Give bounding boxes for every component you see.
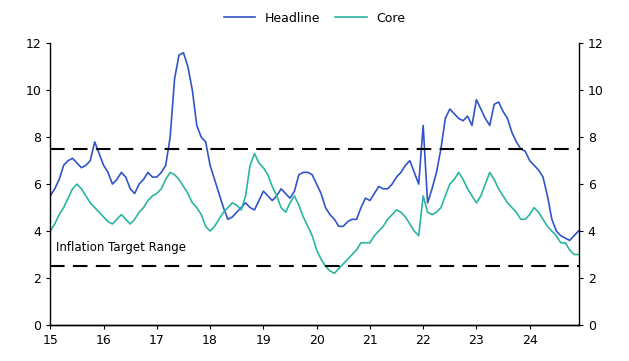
Headline — [575, 229, 582, 233]
Headline — [47, 193, 54, 198]
Headline — [415, 182, 423, 186]
Core — [420, 193, 427, 198]
Core — [47, 229, 54, 233]
Core — [189, 201, 196, 205]
Core — [348, 252, 356, 257]
Core — [566, 248, 574, 252]
Line: Core: Core — [50, 154, 579, 273]
Line: Headline: Headline — [50, 53, 579, 240]
Core — [575, 252, 582, 257]
Core — [331, 271, 338, 275]
Core — [251, 152, 259, 156]
Legend: Headline, Core: Headline, Core — [218, 7, 411, 30]
Headline — [193, 123, 201, 127]
Core — [472, 201, 480, 205]
Headline — [157, 170, 165, 174]
Headline — [180, 51, 187, 55]
Headline — [344, 219, 352, 224]
Text: Inflation Target Range: Inflation Target Range — [55, 241, 186, 254]
Headline — [562, 236, 569, 240]
Core — [157, 187, 165, 191]
Headline — [468, 123, 476, 127]
Headline — [566, 238, 574, 243]
